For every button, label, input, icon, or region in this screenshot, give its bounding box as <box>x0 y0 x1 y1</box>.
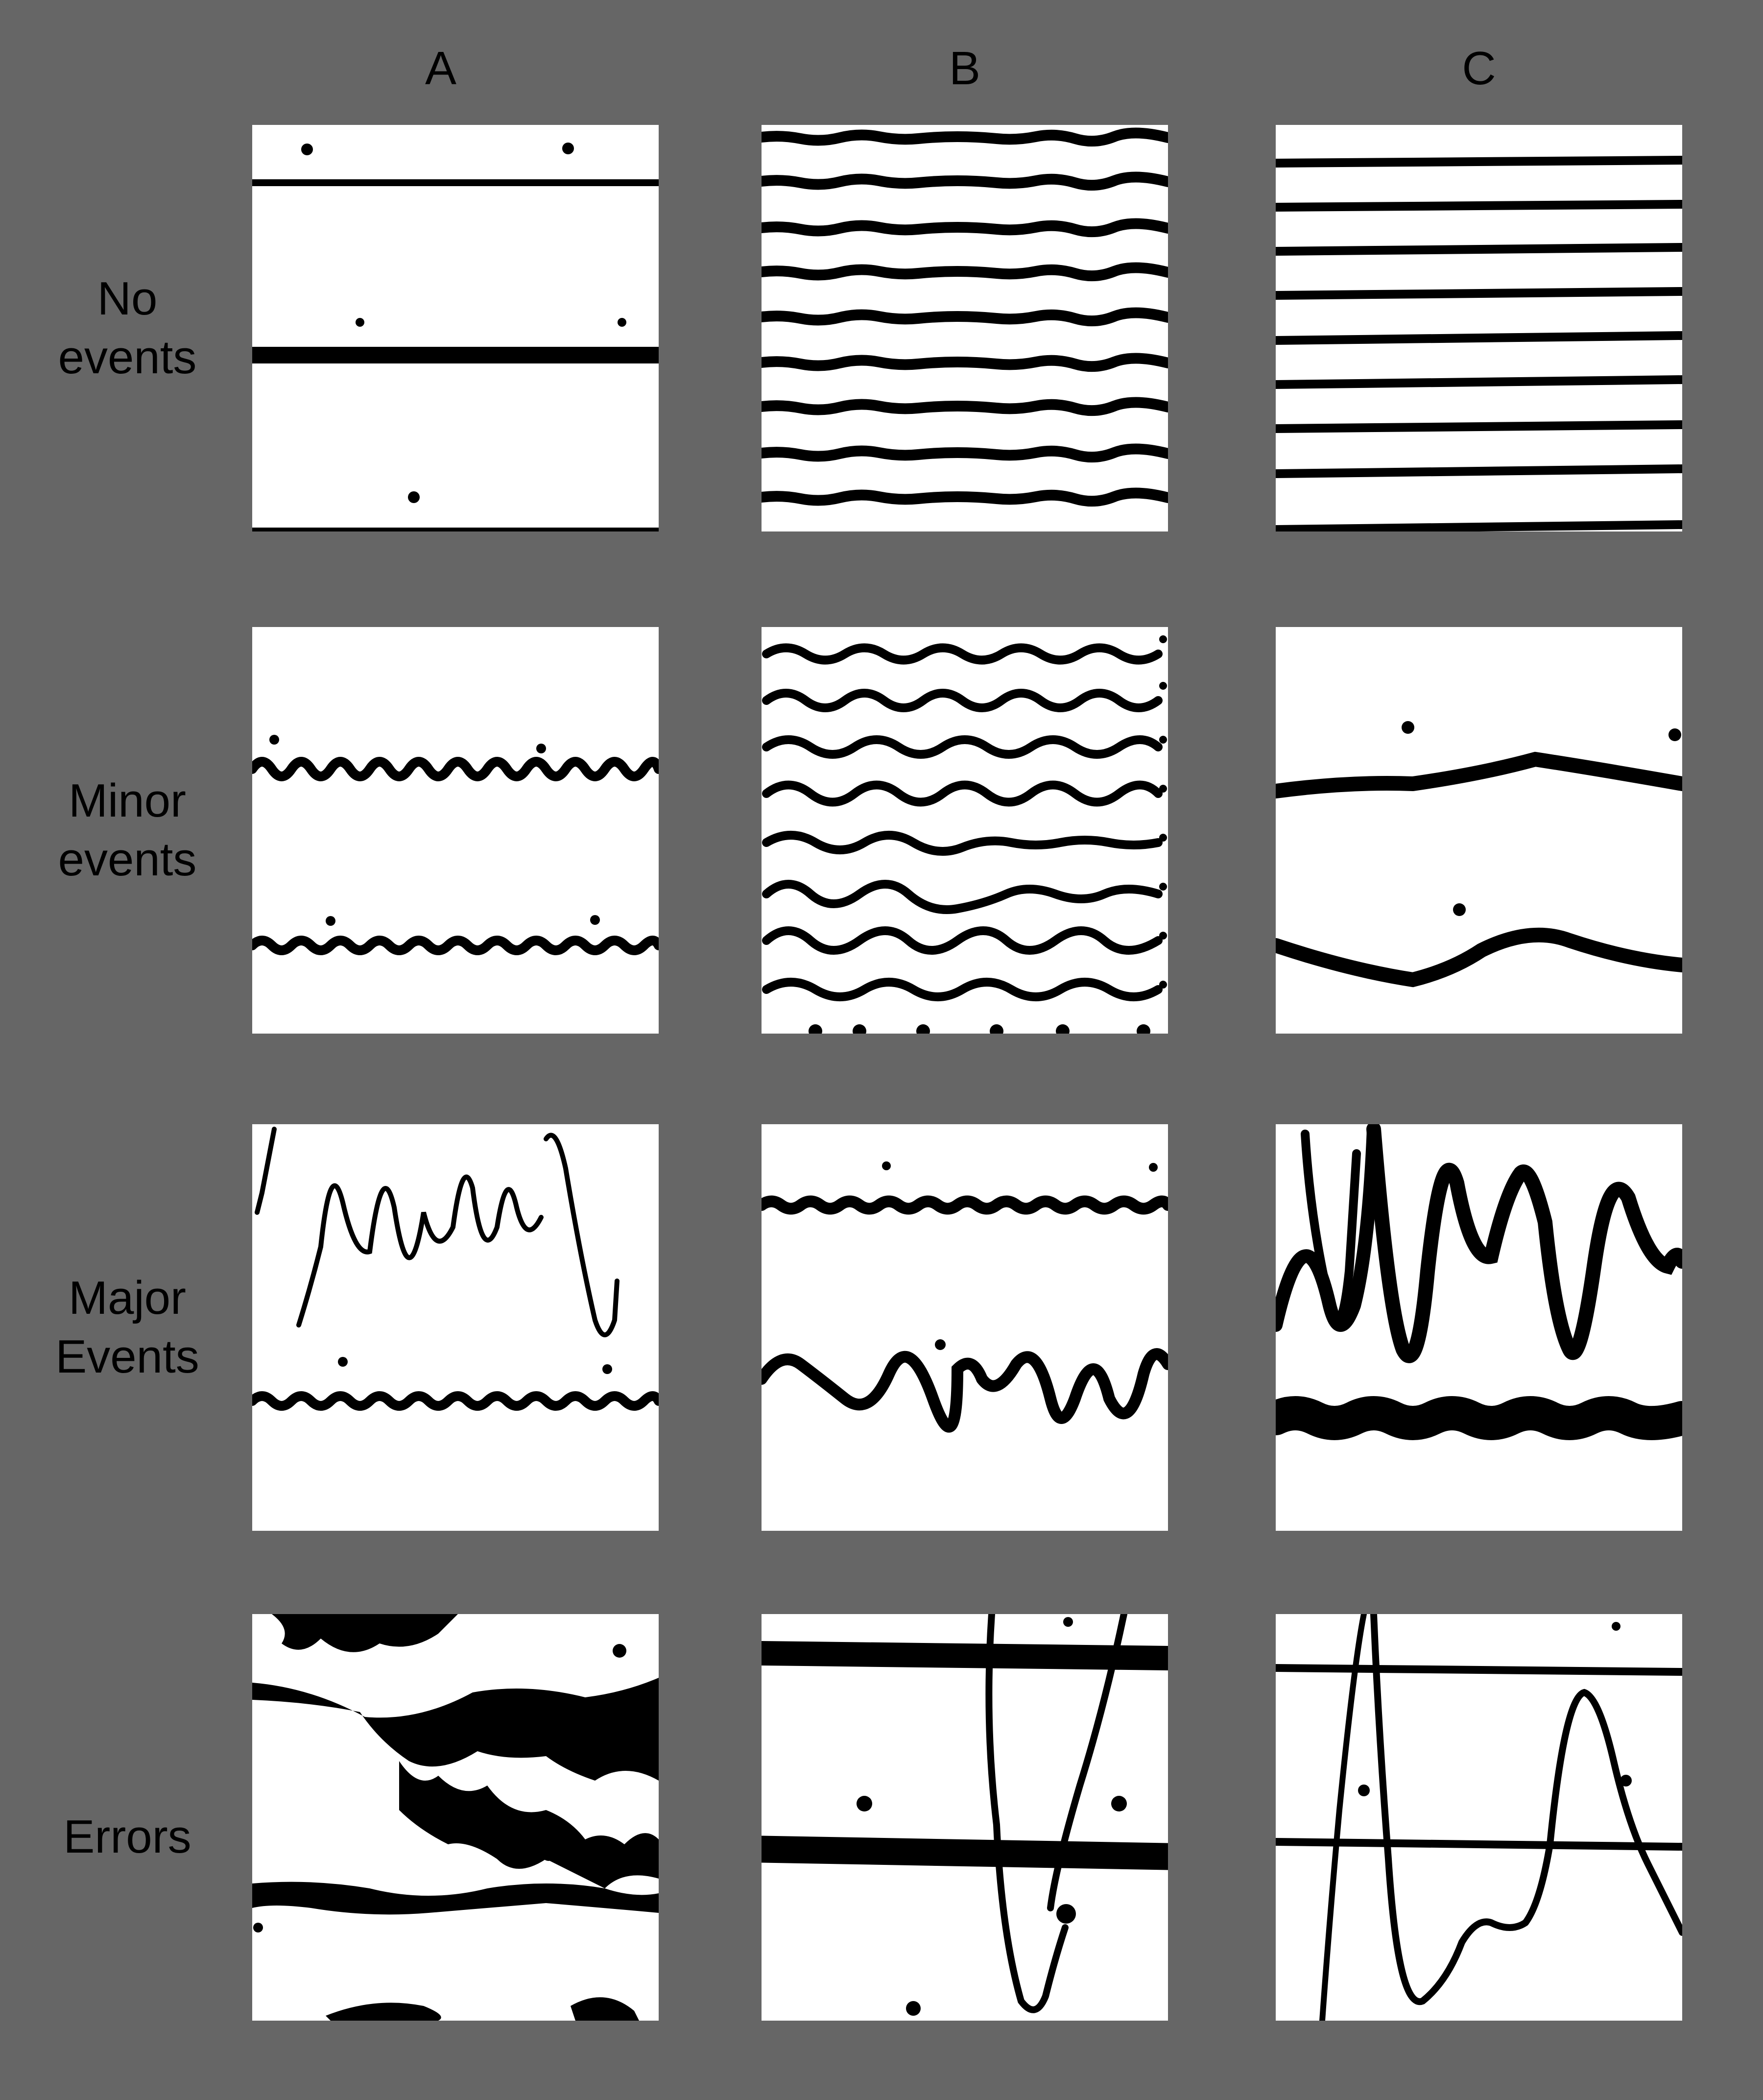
panel-no-events-c <box>1276 125 1682 531</box>
row-label-line: events <box>58 833 197 886</box>
row-label-errors: Errors <box>34 1808 220 1866</box>
panel-major-events-c <box>1276 1124 1682 1531</box>
row-label-minor-events: Minor events <box>34 772 220 889</box>
row-label-line: Events <box>55 1330 199 1383</box>
panel-errors-a <box>252 1614 659 2021</box>
panel-errors-c <box>1276 1614 1682 2021</box>
row-label-major-events: Major Events <box>34 1269 220 1386</box>
column-label-c: C <box>1462 42 1496 95</box>
row-label-line: Errors <box>63 1810 191 1863</box>
row-label-no-events: No events <box>34 269 220 387</box>
row-label-line: Minor <box>68 774 187 827</box>
panel-minor-events-c <box>1276 627 1682 1034</box>
panel-major-events-a <box>252 1124 659 1531</box>
column-label-a: A <box>425 42 457 95</box>
panel-no-events-b <box>762 125 1168 531</box>
row-label-line: events <box>58 331 197 384</box>
column-label-b: B <box>949 42 981 95</box>
panel-errors-b <box>762 1614 1168 2021</box>
row-label-line: Major <box>68 1272 187 1324</box>
panel-no-events-a <box>252 125 659 531</box>
row-label-line: No <box>97 272 158 325</box>
panel-minor-events-b <box>762 627 1168 1034</box>
panel-minor-events-a <box>252 627 659 1034</box>
panel-major-events-b <box>762 1124 1168 1531</box>
